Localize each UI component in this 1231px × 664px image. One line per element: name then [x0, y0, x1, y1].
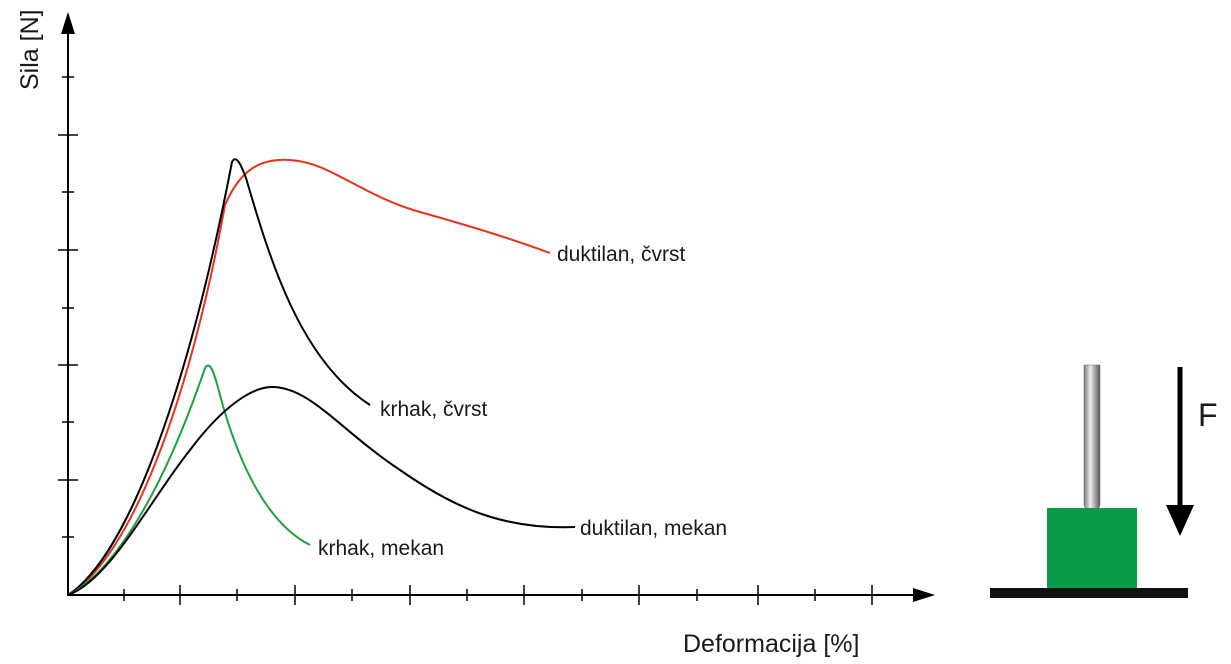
force-label: F — [1198, 397, 1218, 433]
test-setup — [990, 365, 1194, 598]
x-title: Deformacija [%] — [683, 630, 859, 658]
y-title: Sila [N] — [16, 9, 44, 90]
curve — [68, 160, 550, 595]
x-arrow — [913, 588, 935, 602]
curve-label: krhak, mekan — [318, 537, 444, 560]
y-arrow — [61, 12, 75, 34]
curve — [68, 159, 370, 595]
curve-label: duktilan, mekan — [580, 517, 727, 540]
diagram: Sila [N] Deformacija [%] duktilan, čvrst… — [0, 0, 1231, 664]
curve-label: duktilan, čvrst — [557, 243, 686, 266]
curve-label: krhak, čvrst — [380, 398, 488, 421]
axes — [58, 30, 915, 605]
